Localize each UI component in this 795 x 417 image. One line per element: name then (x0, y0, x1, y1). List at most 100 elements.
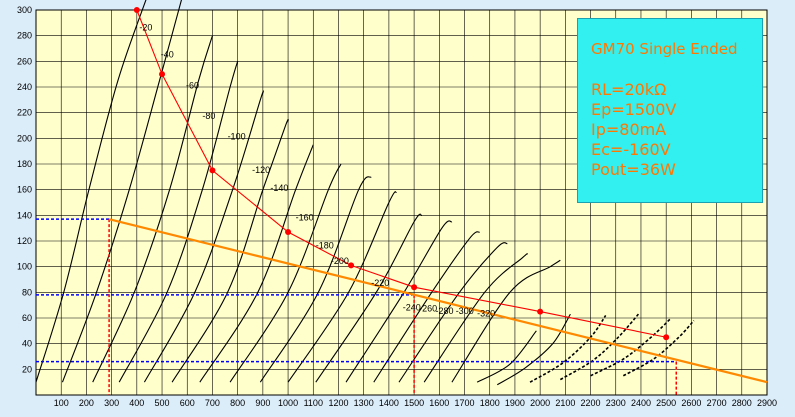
curve-label: -300 (456, 306, 474, 316)
y-tick-label: 140 (17, 210, 32, 220)
plate-curve-right-4 (590, 317, 672, 377)
y-tick-label: 180 (17, 159, 32, 169)
plate-curve-5 (171, 118, 289, 383)
info-box: GM70 Single Ended RL=20kΩ Ep=1500V Ip=80… (577, 18, 763, 203)
x-tick-label: 1800 (480, 398, 500, 408)
plate-curve-14 (423, 253, 529, 383)
x-tick-label: 2800 (732, 398, 752, 408)
plate-curve-4 (143, 90, 264, 383)
plate-curves (35, 0, 695, 386)
x-tick-label: 2300 (606, 398, 626, 408)
x-tick-label: 300 (104, 398, 119, 408)
y-tick-label: 200 (17, 133, 32, 143)
x-tick-label: 1600 (429, 398, 449, 408)
x-tick-label: 1100 (304, 398, 323, 408)
curve-label: -180 (316, 241, 334, 251)
curve-labels: -20 -40 -60 -80 -100 -120-140 -160 -180 -200 -220… (139, 23, 495, 319)
y-tick-label: 160 (17, 185, 32, 195)
max-dissipation-point (537, 308, 544, 315)
x-tick-label: 1900 (505, 398, 525, 408)
plate-curve-right-2 (529, 314, 607, 383)
x-tick-label: 1400 (379, 398, 399, 408)
info-line-ip: Ip=80mA (591, 120, 667, 139)
plate-curve-1 (61, 0, 183, 383)
plate-curve-12 (373, 231, 480, 383)
x-tick-label: 2200 (581, 398, 601, 408)
max-dissipation-point (133, 7, 140, 13)
y-tick-label: 260 (17, 56, 32, 66)
curve-label: -60 (186, 80, 199, 90)
y-tick-label: 60 (22, 313, 32, 323)
curve-label: -100 (228, 132, 246, 142)
plate-curve-15 (451, 259, 561, 383)
x-tick-label: 500 (155, 398, 170, 408)
y-tick-label: 100 (17, 262, 32, 272)
y-tick-label: 280 (17, 31, 32, 41)
plate-curve-right-1 (497, 313, 571, 386)
max-dissipation-point (348, 262, 355, 269)
plate-curve-2 (92, 35, 213, 383)
y-tick-label: 120 (17, 236, 32, 246)
info-line-rl: RL=20kΩ (591, 80, 667, 99)
guide-lines (36, 218, 678, 395)
x-tick-label: 400 (129, 398, 144, 408)
plate-curve-right-5 (622, 320, 695, 377)
x-tick-label: 2400 (631, 398, 651, 408)
max-dissipation-point (285, 229, 292, 236)
y-tick-label: 20 (22, 364, 32, 374)
x-tick-label: 100 (54, 398, 69, 408)
x-tick-label: 600 (180, 398, 195, 408)
y-tick-label: 240 (17, 82, 32, 92)
load-line (108, 218, 768, 384)
x-tick-label: 200 (79, 398, 94, 408)
curve-label: -160 (296, 212, 314, 222)
grid-lines (36, 9, 768, 395)
x-tick-label: 900 (255, 398, 270, 408)
max-dissipation-line (136, 9, 667, 338)
x-tick-label: 1000 (278, 398, 298, 408)
plate-curve-right-0 (476, 330, 537, 383)
plate-curve-6 (199, 144, 314, 383)
info-params: RL=20kΩ Ep=1500V Ip=80mA Ec=-160V Pout=3… (591, 80, 676, 180)
max-dissipation-point (159, 71, 166, 78)
y-tick-label: 40 (22, 339, 32, 349)
info-line-ep: Ep=1500V (591, 100, 677, 119)
curve-label: -240 (403, 302, 421, 312)
max-dissipation-point (411, 284, 418, 291)
curve-label: -280 (436, 306, 454, 316)
plate-curve-13 (398, 242, 508, 383)
plate-curve-10 (315, 213, 423, 383)
y-tick-label: 80 (22, 287, 32, 297)
max-dissipation-point (663, 334, 670, 341)
x-tick-label: 2000 (530, 398, 550, 408)
x-tick-label: 2900 (757, 398, 777, 408)
x-tick-label: 800 (230, 398, 245, 408)
plate-curve-11 (345, 220, 453, 383)
plate-curve-0 (35, 0, 147, 383)
x-tick-label: 1500 (404, 398, 424, 408)
plate-curve-8 (259, 176, 372, 383)
curve-label: -80 (202, 111, 215, 121)
curve-label: -320 (477, 309, 495, 319)
x-tick-label: 1700 (455, 398, 475, 408)
info-line-ec: Ec=-160V (591, 140, 671, 159)
plate-curve-7 (229, 163, 342, 383)
plate-curve-9 (287, 191, 397, 383)
x-tick-label: 1200 (328, 398, 348, 408)
curve-label: -40 (161, 49, 174, 59)
x-tick-label: 2100 (555, 398, 575, 408)
max-dissipation-curve (133, 7, 670, 341)
curve-label: -20 (139, 23, 152, 33)
curve-label: -120 (252, 165, 270, 175)
x-tick-labels: 100 200 300 400 500 600 700 800 900 1000 1100 1200 1… (54, 398, 777, 408)
y-tick-labels: 20 40 60 80 100 120 140 160 180 200 220 240 260 280 30… (17, 5, 32, 374)
y-tick-label: 220 (17, 108, 32, 118)
curve-label: -200 (331, 256, 349, 266)
x-tick-label: 700 (205, 398, 220, 408)
curve-label: -220 (371, 278, 389, 288)
plate-curve-3 (118, 61, 239, 383)
info-line-pout: Pout=36W (591, 160, 676, 179)
x-tick-label: 2500 (656, 398, 676, 408)
x-tick-label: 1300 (354, 398, 374, 408)
x-tick-label: 2700 (707, 398, 727, 408)
